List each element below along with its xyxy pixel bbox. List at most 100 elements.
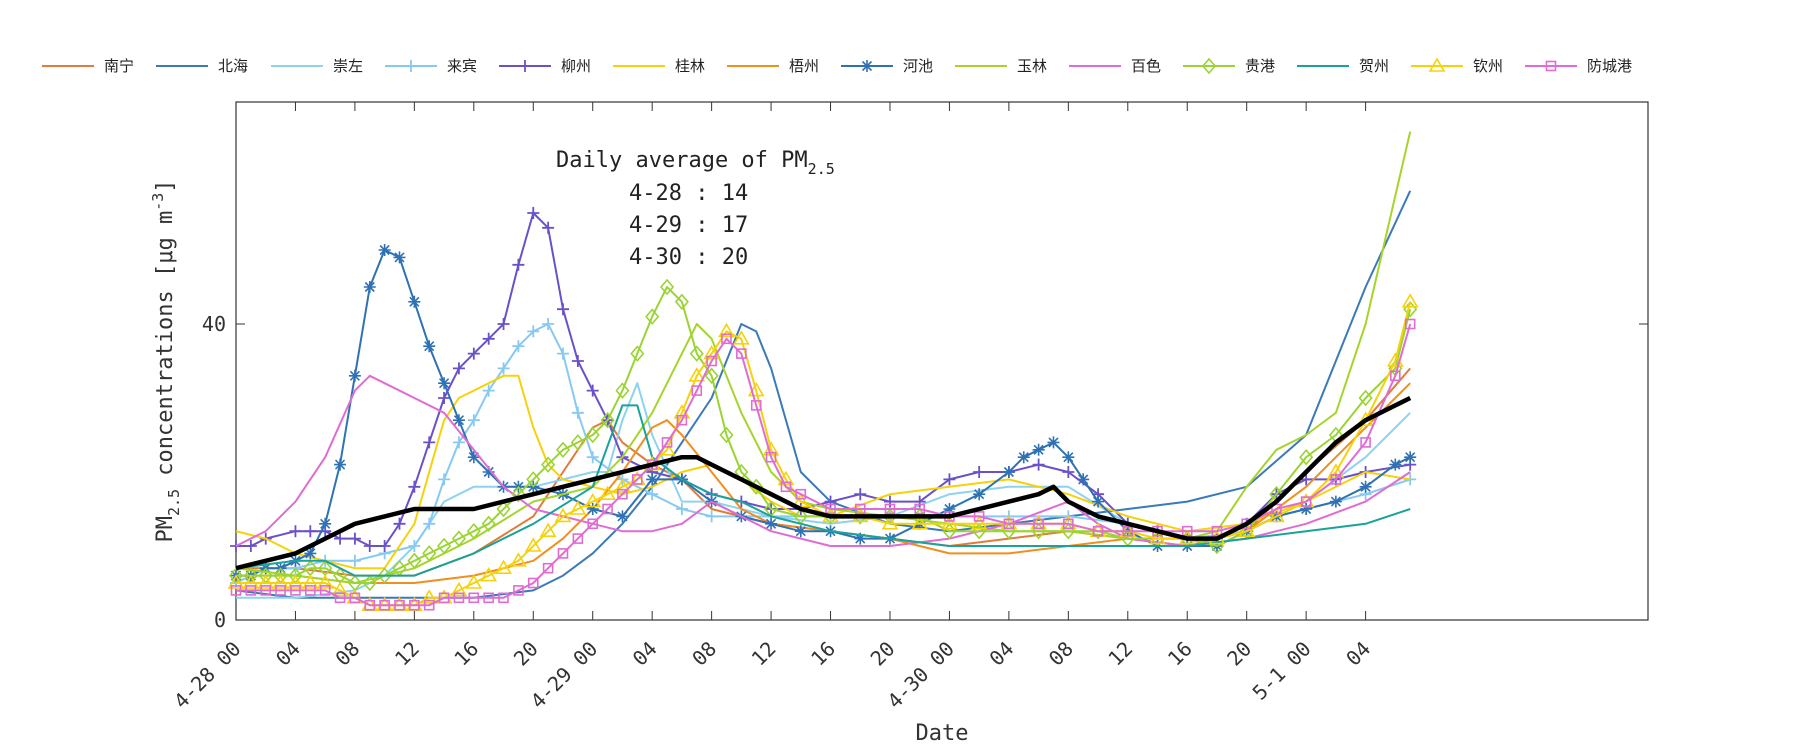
plus-marker bbox=[482, 384, 495, 397]
plus-marker bbox=[1062, 466, 1075, 478]
diamond-marker bbox=[659, 278, 675, 296]
square-marker bbox=[245, 585, 257, 596]
legend-item: 崇左 bbox=[271, 57, 363, 75]
square-marker bbox=[319, 585, 331, 596]
star-marker bbox=[1002, 466, 1015, 478]
star-marker bbox=[1017, 451, 1030, 464]
diamond-marker bbox=[719, 426, 734, 444]
square-marker bbox=[1122, 525, 1134, 537]
square-marker bbox=[1033, 518, 1044, 530]
legend-label: 柳州 bbox=[561, 57, 591, 75]
plus-marker bbox=[289, 525, 302, 538]
plus-marker bbox=[423, 517, 436, 530]
square-marker bbox=[305, 585, 316, 596]
diamond-marker bbox=[570, 434, 585, 451]
triangle-marker bbox=[257, 574, 275, 589]
diamond-marker bbox=[585, 426, 600, 444]
triangle-marker bbox=[1327, 463, 1345, 478]
plus-marker bbox=[408, 540, 421, 552]
plus-marker bbox=[646, 488, 659, 501]
plus-marker bbox=[943, 473, 956, 486]
triangle-marker bbox=[495, 559, 512, 574]
triangle-marker bbox=[941, 515, 958, 530]
star-marker bbox=[334, 458, 347, 471]
square-marker bbox=[1063, 518, 1074, 530]
plus-marker bbox=[586, 384, 599, 397]
plus-marker bbox=[452, 362, 465, 375]
legend-label: 来宾 bbox=[447, 57, 477, 75]
plus-marker bbox=[405, 60, 417, 72]
star-marker bbox=[348, 369, 361, 382]
x-tick-label: 12 bbox=[390, 637, 424, 671]
triangle-marker bbox=[539, 522, 557, 537]
diamond-marker bbox=[496, 500, 511, 518]
star-marker bbox=[363, 281, 376, 293]
square-marker bbox=[825, 503, 836, 515]
square-marker bbox=[453, 592, 465, 604]
square-marker bbox=[1330, 474, 1342, 485]
square-marker bbox=[617, 488, 628, 500]
x-axis-label: Date bbox=[916, 721, 969, 746]
triangle-marker bbox=[911, 515, 929, 530]
series-line bbox=[235, 395, 1412, 571]
square-marker bbox=[468, 592, 480, 604]
plus-marker bbox=[1300, 473, 1313, 486]
legend-item: 贺州 bbox=[1297, 57, 1389, 75]
star-marker bbox=[1359, 480, 1372, 493]
plus-marker bbox=[438, 473, 451, 486]
plus-marker bbox=[571, 406, 584, 419]
triangle-marker bbox=[718, 322, 735, 338]
triangle-marker bbox=[1401, 293, 1419, 308]
triangle-marker bbox=[480, 567, 498, 582]
square-marker bbox=[632, 474, 643, 485]
diamond-marker bbox=[1201, 57, 1217, 75]
square-marker bbox=[364, 599, 376, 611]
star-marker bbox=[1404, 451, 1417, 464]
x-tick-label: 12 bbox=[747, 637, 781, 671]
plus-marker bbox=[675, 503, 688, 515]
legend-item: 百色 bbox=[1069, 57, 1161, 75]
diamond-marker bbox=[407, 552, 422, 570]
plus-marker bbox=[467, 347, 480, 360]
square-marker bbox=[379, 599, 390, 611]
plus-marker bbox=[408, 480, 421, 493]
x-tick-label: 12 bbox=[1103, 637, 1137, 671]
square-marker bbox=[1545, 60, 1557, 72]
triangle-marker bbox=[331, 581, 349, 597]
legend-label: 桂林 bbox=[675, 57, 705, 75]
plus-marker bbox=[824, 495, 837, 508]
plus-marker bbox=[973, 466, 986, 478]
square-marker bbox=[513, 585, 524, 596]
star-marker bbox=[765, 517, 778, 530]
square-marker bbox=[1404, 318, 1416, 330]
diamond-marker bbox=[377, 567, 392, 584]
triangle-marker bbox=[272, 574, 289, 589]
square-marker bbox=[691, 385, 703, 396]
plus-marker bbox=[497, 362, 510, 375]
diamond-marker bbox=[1358, 389, 1373, 407]
legend: 南宁 北海 崇左 来宾 柳州 桂林 梧州 河池 玉林 百色 贵港 贺州 钦州 防城港 bbox=[42, 57, 1632, 75]
x-tick-label: 04 bbox=[1341, 637, 1375, 671]
legend-label: 南宁 bbox=[104, 57, 134, 75]
square-marker bbox=[795, 488, 807, 500]
star-marker bbox=[1389, 458, 1402, 471]
plus-marker bbox=[348, 532, 361, 545]
square-marker bbox=[349, 592, 361, 604]
plus-marker bbox=[393, 517, 406, 530]
triangle-marker bbox=[227, 574, 245, 589]
diamond-marker bbox=[451, 530, 467, 547]
square-marker bbox=[780, 481, 792, 493]
square-marker bbox=[1300, 496, 1312, 507]
plus-marker bbox=[542, 318, 555, 330]
series-百色 bbox=[235, 374, 1411, 547]
legend-item: 贵港 bbox=[1183, 57, 1275, 75]
legend-item: 桂林 bbox=[613, 57, 705, 75]
star-marker bbox=[1300, 503, 1313, 515]
square-marker bbox=[914, 503, 926, 515]
plus-marker bbox=[467, 414, 480, 427]
legend-item: 南宁 bbox=[42, 57, 134, 75]
annotation-title: Daily average of PM2.5 bbox=[556, 148, 835, 178]
plus-marker bbox=[348, 554, 361, 567]
